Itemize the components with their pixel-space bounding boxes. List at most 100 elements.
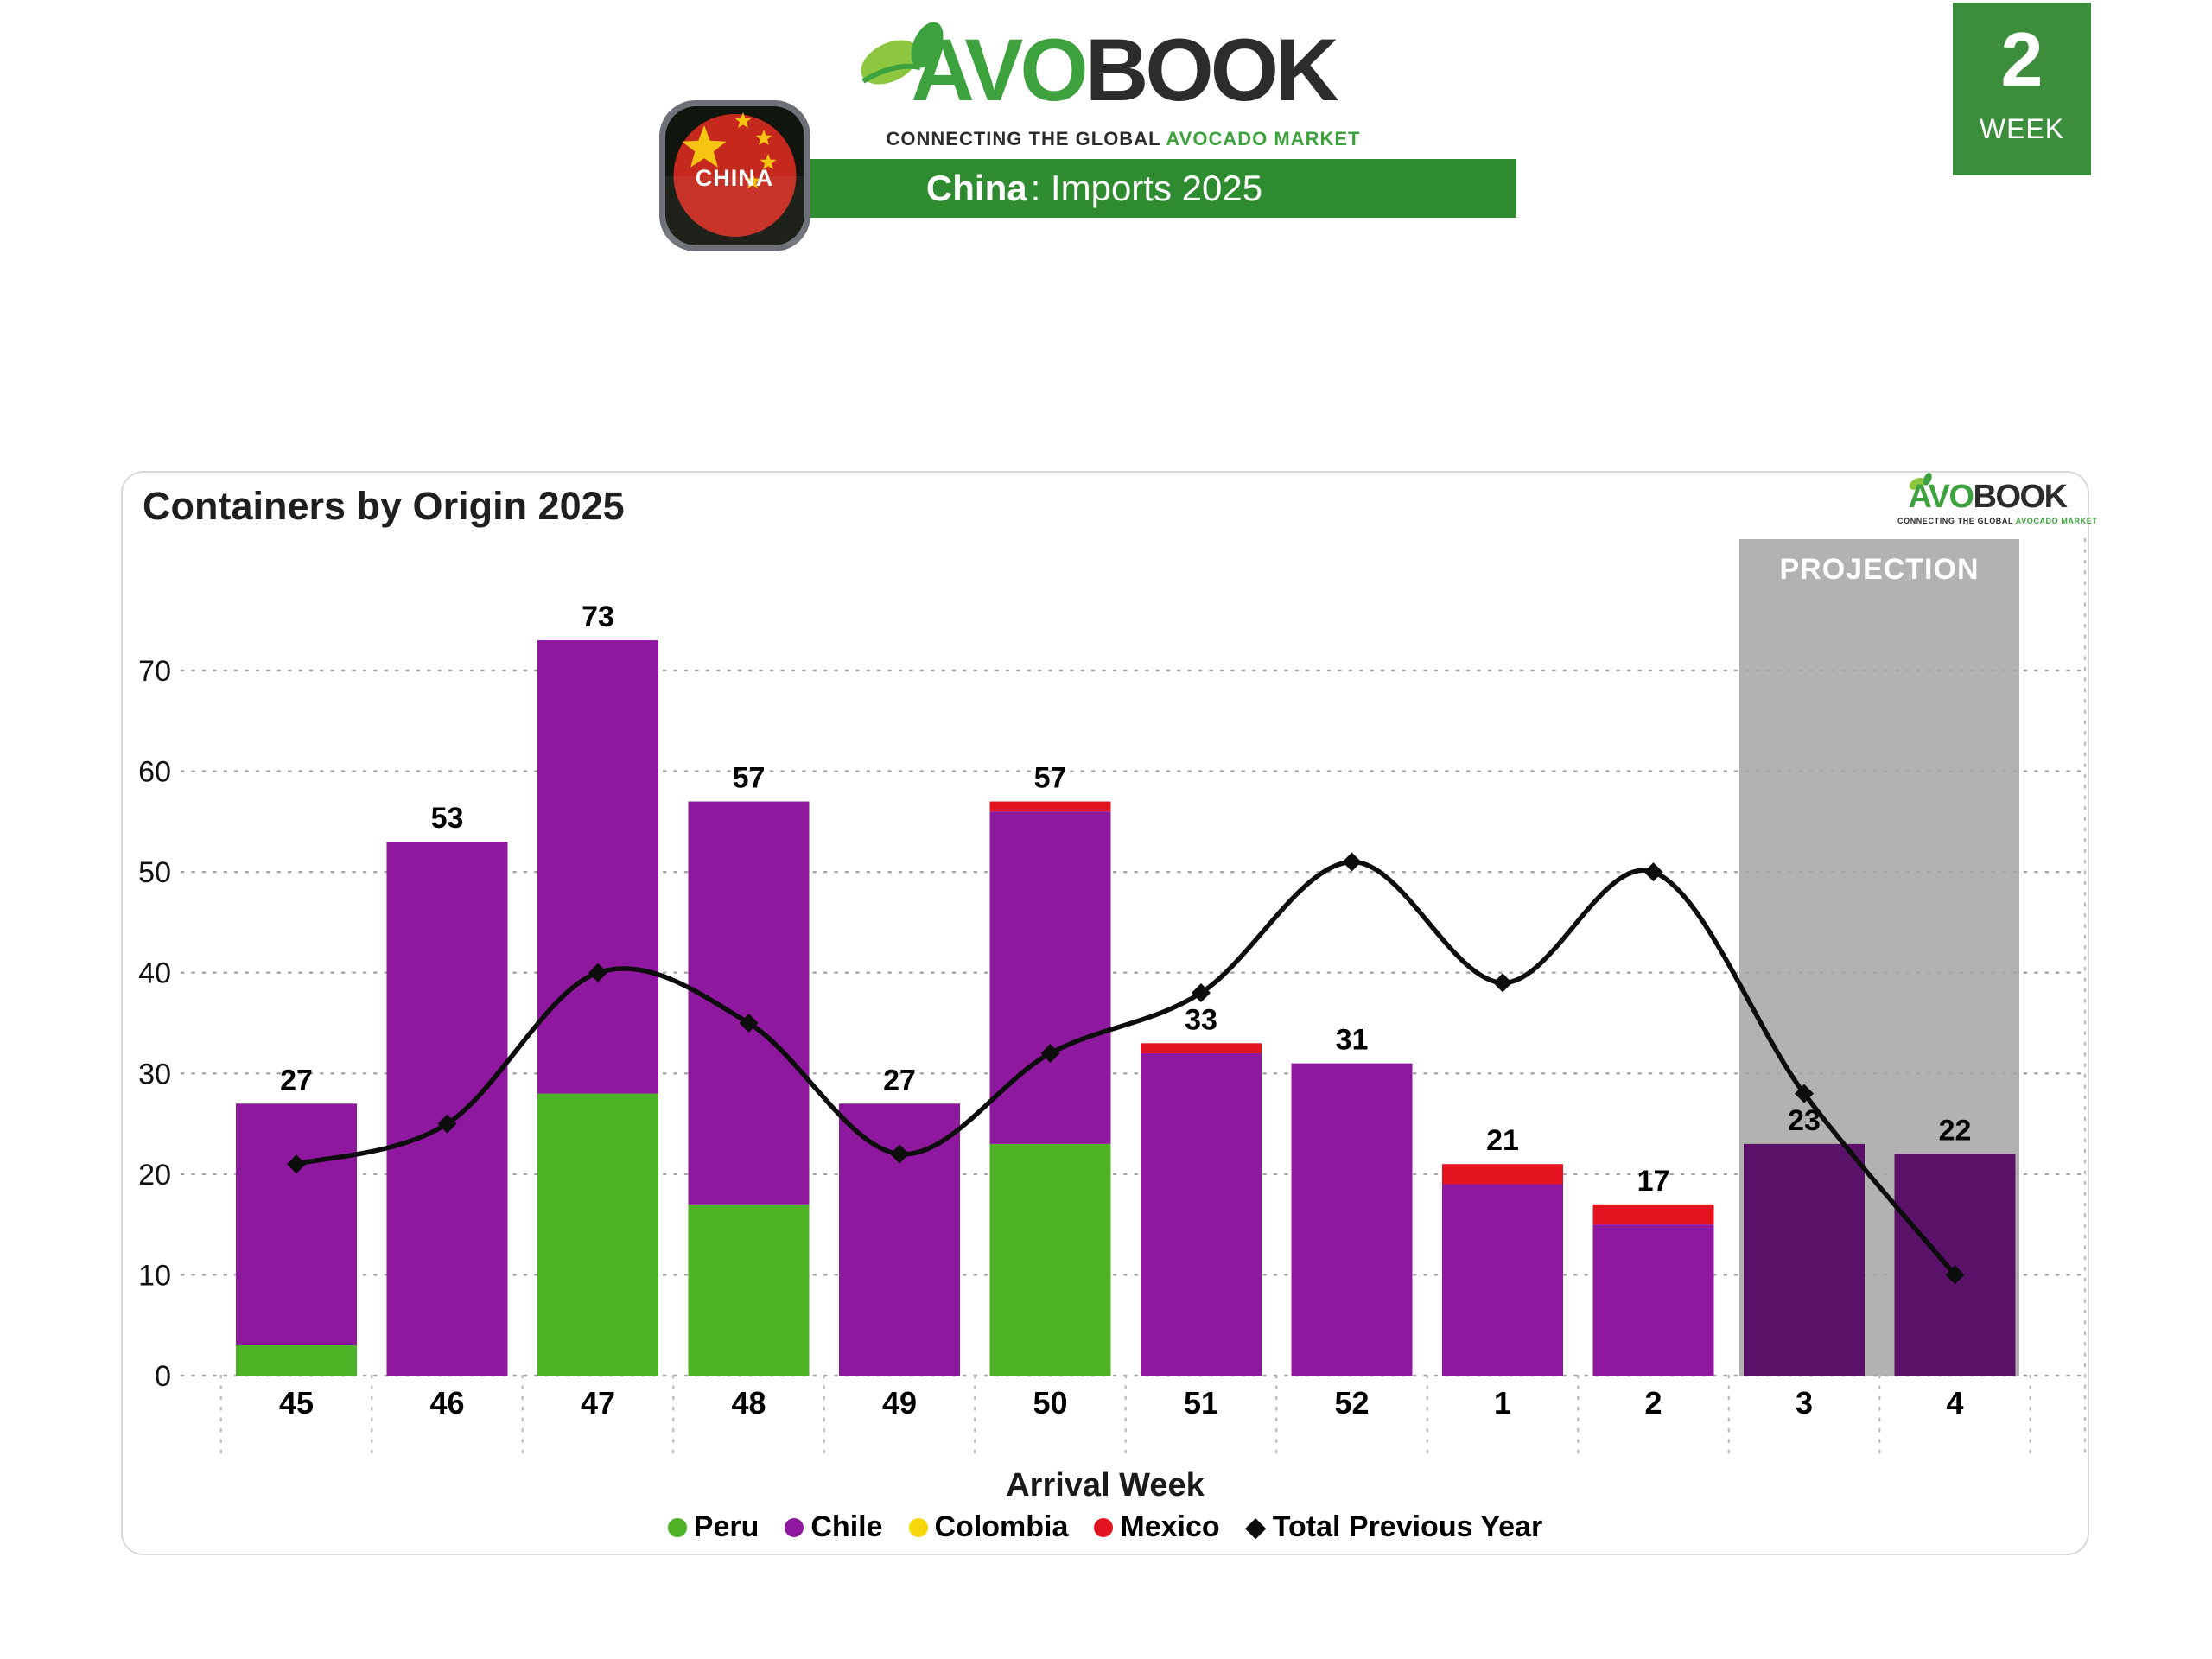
legend-item-mexico: Mexico	[1094, 1510, 1220, 1544]
line-marker-diamond	[1192, 983, 1211, 1003]
bar-chile-week-49	[839, 1103, 960, 1376]
bar-chile-week-51	[1141, 1052, 1262, 1376]
bar-chile-week-1	[1442, 1184, 1563, 1376]
bar-total-label: 53	[431, 802, 464, 835]
legend-circle-marker	[785, 1517, 804, 1537]
line-marker-diamond	[1342, 852, 1362, 872]
line-marker-diamond	[1040, 1043, 1060, 1063]
x-axis-tick: 45	[279, 1385, 314, 1421]
flag-small-star	[755, 130, 772, 146]
legend-diamond-marker: ◆	[1245, 1512, 1266, 1541]
x-axis-tick: 48	[731, 1385, 766, 1421]
legend-circle-marker	[1094, 1517, 1114, 1537]
flag-big-star	[682, 125, 727, 168]
y-axis-tick: 20	[138, 1159, 171, 1192]
chart-title: Containers by Origin 2025	[143, 484, 625, 528]
legend-label: Colombia	[934, 1510, 1069, 1543]
x-axis-tick: 2	[1644, 1385, 1662, 1421]
banner-subtitle: : Imports 2025	[1030, 168, 1263, 208]
week-number: 2	[2000, 16, 2044, 102]
logo-avo-text: AVO	[911, 21, 1088, 119]
x-axis-tick: 46	[429, 1385, 464, 1421]
flag-small-star	[744, 173, 761, 189]
line-marker-diamond	[287, 1154, 306, 1174]
bar-total-label: 31	[1336, 1024, 1369, 1057]
legend-label: Mexico	[1120, 1510, 1220, 1543]
x-axis-title: Arrival Week	[1006, 1467, 1205, 1503]
bar-peru-week-47	[537, 1093, 658, 1376]
bar-peru-week-48	[688, 1204, 810, 1376]
x-axis-tick: 4	[1946, 1385, 1963, 1421]
bar-chile-week-47	[537, 640, 658, 1094]
x-axis-tick: 47	[581, 1385, 615, 1421]
projection-label: PROJECTION	[1779, 553, 1979, 586]
bar-mexico-week-51	[1141, 1043, 1262, 1053]
legend-item-chile: Chile	[785, 1510, 883, 1544]
china-flag-icon: CHINA	[659, 100, 810, 251]
y-axis-tick: 50	[138, 856, 171, 889]
avobook-logo: AVOBOOK	[881, 26, 1365, 114]
legend-label: Peru	[693, 1510, 760, 1543]
line-marker-diamond	[588, 963, 607, 982]
bar-total-label: 73	[582, 601, 614, 633]
logo-book-text: BOOK	[1084, 21, 1339, 119]
bar-chile-week-2	[1592, 1224, 1714, 1376]
y-axis-tick: 10	[138, 1259, 171, 1292]
legend-circle-marker	[908, 1517, 928, 1537]
flag-small-star	[734, 112, 752, 129]
bar-mexico-week-2	[1592, 1204, 1714, 1225]
bar-total-label: 33	[1185, 1003, 1217, 1036]
x-axis-tick: 51	[1184, 1385, 1218, 1421]
containers-chart: PROJECTION 0 10 20 30 40 50 60 70 27 45 53 46 73 47 57 4…	[138, 537, 2087, 1462]
bar-peru-week-50	[989, 1143, 1111, 1376]
flag-small-star	[760, 154, 777, 170]
logo-tagline-small: CONNECTING THE GLOBAL AVOCADO MARKET	[1897, 517, 2098, 525]
flag-label: CHINA	[696, 165, 774, 191]
bar-mexico-week-50	[989, 801, 1111, 812]
logo-tagline: CONNECTING THE GLOBAL AVOCADO MARKET	[886, 128, 1361, 149]
x-axis-tick: 49	[882, 1385, 917, 1421]
leaf-icon	[861, 22, 944, 85]
y-axis-tick: 0	[155, 1360, 171, 1393]
legend-label: Chile	[810, 1510, 883, 1543]
y-axis-tick: 30	[138, 1058, 171, 1090]
avobook-logo-small: AVOBOOK	[1908, 479, 2068, 515]
y-axis-tick: 60	[138, 756, 171, 789]
legend-circle-marker	[667, 1517, 687, 1537]
legend-label: Total Previous Year	[1272, 1510, 1543, 1543]
line-marker-diamond	[1795, 1084, 1814, 1103]
week-label: WEEK	[1979, 113, 2065, 144]
legend-item-colombia: Colombia	[908, 1510, 1069, 1544]
bar-chile-week-4	[1894, 1154, 2016, 1376]
bar-total-label: 21	[1486, 1124, 1519, 1157]
bar-chile-week-50	[989, 811, 1111, 1144]
bar-chile-week-52	[1291, 1063, 1413, 1376]
line-marker-diamond	[1945, 1265, 1965, 1285]
week-indicator: 2 WEEK	[1953, 3, 2091, 175]
y-axis-tick: 70	[138, 655, 171, 688]
line-marker-diamond	[1643, 862, 1663, 882]
bar-peru-week-45	[236, 1345, 357, 1376]
line-marker-diamond	[739, 1014, 759, 1033]
bar-total-label: 22	[1939, 1115, 1972, 1147]
legend-item-total-previous-year: ◆ Total Previous Year	[1246, 1510, 1543, 1544]
bar-mexico-week-1	[1442, 1164, 1563, 1185]
bar-total-label: 57	[1034, 762, 1067, 795]
y-axis-tick: 40	[138, 957, 171, 990]
x-axis-tick: 1	[1494, 1385, 1511, 1421]
bar-total-label: 27	[883, 1064, 916, 1096]
line-marker-diamond	[1493, 973, 1512, 993]
bar-chile-week-46	[386, 842, 508, 1376]
leaf-icon-small	[1909, 473, 1932, 490]
bar-total-label: 17	[1637, 1165, 1670, 1198]
bar-chile-week-3	[1744, 1143, 1865, 1376]
bar-chile-week-45	[236, 1103, 357, 1346]
chart-legend: Peru Chile Colombia Mexico ◆ Total Previous Y…	[121, 1510, 2089, 1544]
x-axis-tick: 3	[1796, 1385, 1813, 1421]
x-axis-tick: 52	[1334, 1385, 1369, 1421]
report-title-banner: China: Imports 2025	[672, 159, 1516, 218]
x-axis-tick: 50	[1033, 1385, 1067, 1421]
legend-item-peru: Peru	[667, 1510, 760, 1544]
bar-total-label: 57	[733, 762, 766, 795]
line-marker-diamond	[890, 1144, 909, 1164]
